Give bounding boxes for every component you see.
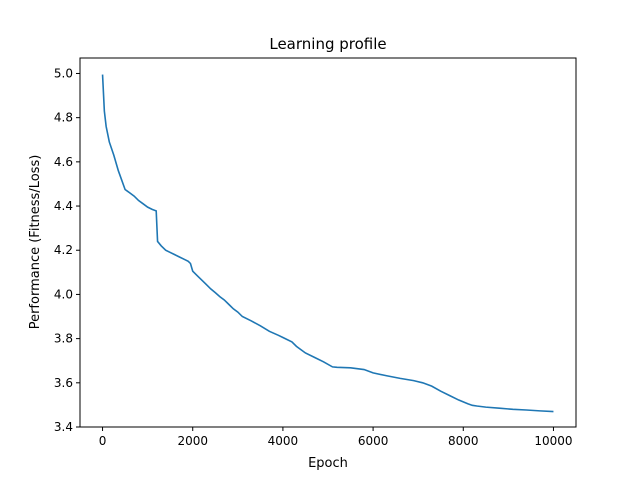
x-tick-label: 10000 xyxy=(534,434,572,448)
y-tick-label: 4.0 xyxy=(54,287,73,301)
y-tick-label: 3.4 xyxy=(54,420,73,434)
y-tick-label: 4.8 xyxy=(54,111,73,125)
x-axis-label: Epoch xyxy=(308,456,348,471)
chart-title: Learning profile xyxy=(269,35,386,53)
x-tick-label: 4000 xyxy=(268,434,299,448)
y-tick-label: 3.8 xyxy=(54,332,73,346)
x-tick-label: 0 xyxy=(99,434,107,448)
y-tick-label: 4.2 xyxy=(54,243,73,257)
plot-area-frame xyxy=(79,57,577,428)
y-tick-label: 4.6 xyxy=(54,155,73,169)
x-tick-label: 8000 xyxy=(448,434,479,448)
y-axis-label: Performance (Fitness/Loss) xyxy=(28,155,43,330)
y-tick-label: 4.4 xyxy=(54,199,73,213)
y-axis: 3.4 3.6 3.8 4.0 4.2 4.4 4.6 4.8 5.0 xyxy=(54,66,80,434)
x-tick-label: 2000 xyxy=(177,434,208,448)
series-line xyxy=(101,74,554,413)
y-tick-label: 5.0 xyxy=(54,66,73,80)
y-tick-label: 3.6 xyxy=(54,376,73,390)
x-tick-label: 6000 xyxy=(358,434,389,448)
x-axis: 0 2000 4000 6000 8000 10000 xyxy=(99,427,573,448)
